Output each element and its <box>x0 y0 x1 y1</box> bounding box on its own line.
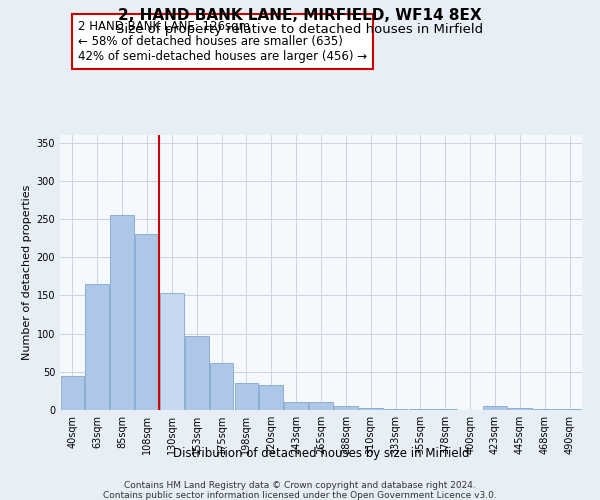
Bar <box>210 362 233 410</box>
Text: 2, HAND BANK LANE, MIRFIELD, WF14 8EX: 2, HAND BANK LANE, MIRFIELD, WF14 8EX <box>118 8 482 22</box>
Bar <box>409 409 432 410</box>
Text: 2 HAND BANK LANE: 126sqm
← 58% of detached houses are smaller (635)
42% of semi-: 2 HAND BANK LANE: 126sqm ← 58% of detach… <box>78 20 367 63</box>
Bar <box>309 402 333 410</box>
Bar <box>135 234 159 410</box>
Bar <box>334 406 358 410</box>
Bar <box>61 376 84 410</box>
Bar <box>533 409 557 410</box>
Bar <box>85 284 109 410</box>
Bar <box>558 409 581 410</box>
Bar <box>384 409 407 410</box>
Text: Contains public sector information licensed under the Open Government Licence v3: Contains public sector information licen… <box>103 491 497 500</box>
Bar <box>259 385 283 410</box>
Y-axis label: Number of detached properties: Number of detached properties <box>22 185 32 360</box>
Text: Size of property relative to detached houses in Mirfield: Size of property relative to detached ho… <box>116 22 484 36</box>
Bar <box>359 408 383 410</box>
Bar <box>433 409 457 410</box>
Bar <box>185 336 209 410</box>
Bar <box>284 402 308 410</box>
Bar <box>160 293 184 410</box>
Bar <box>508 408 532 410</box>
Text: Distribution of detached houses by size in Mirfield: Distribution of detached houses by size … <box>173 448 469 460</box>
Text: Contains HM Land Registry data © Crown copyright and database right 2024.: Contains HM Land Registry data © Crown c… <box>124 481 476 490</box>
Bar <box>110 215 134 410</box>
Bar <box>235 384 258 410</box>
Bar <box>483 406 507 410</box>
